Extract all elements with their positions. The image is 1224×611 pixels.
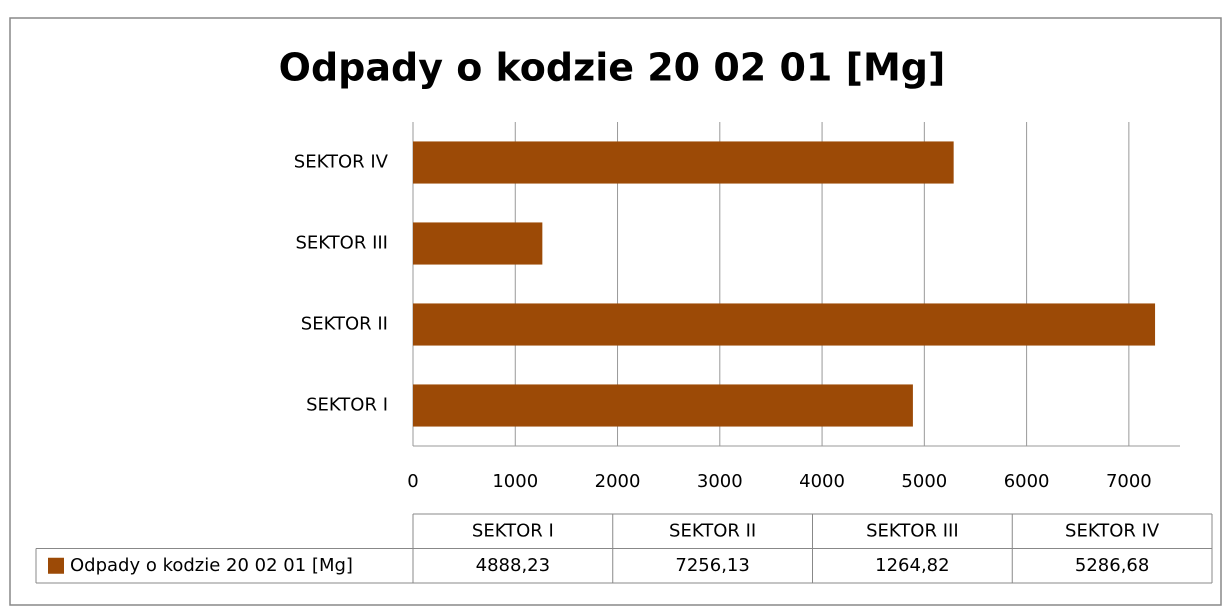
x-tick-label: 7000 [1106,471,1152,492]
table-value: 5286,68 [1075,555,1149,576]
x-tick-label: 4000 [799,471,845,492]
legend-label: Odpady o kodzie 20 02 01 [Mg] [70,555,353,576]
bar [413,141,954,184]
y-tick-label: SEKTOR II [301,314,388,335]
table-value: 1264,82 [875,555,949,576]
table-header: SEKTOR I [472,520,554,541]
table-value: 4888,23 [476,555,550,576]
x-tick-label: 6000 [1004,471,1050,492]
x-tick-label: 2000 [595,471,641,492]
y-tick-label: SEKTOR IV [294,152,389,173]
y-tick-label: SEKTOR III [295,233,388,254]
x-tick-label: 3000 [697,471,743,492]
chart-title: Odpady o kodzie 20 02 01 [Mg] [279,46,946,90]
x-tick-label: 5000 [901,471,947,492]
table-header: SEKTOR II [669,520,756,541]
table-header: SEKTOR III [866,520,959,541]
table-header: SEKTOR IV [1065,520,1160,541]
x-tick-label: 0 [407,471,418,492]
y-tick-label: SEKTOR I [306,395,388,416]
bar [413,222,543,265]
legend-swatch [48,557,64,574]
table-value: 7256,13 [675,555,749,576]
x-tick-label: 1000 [492,471,538,492]
bar [413,384,913,427]
bar [413,303,1156,346]
